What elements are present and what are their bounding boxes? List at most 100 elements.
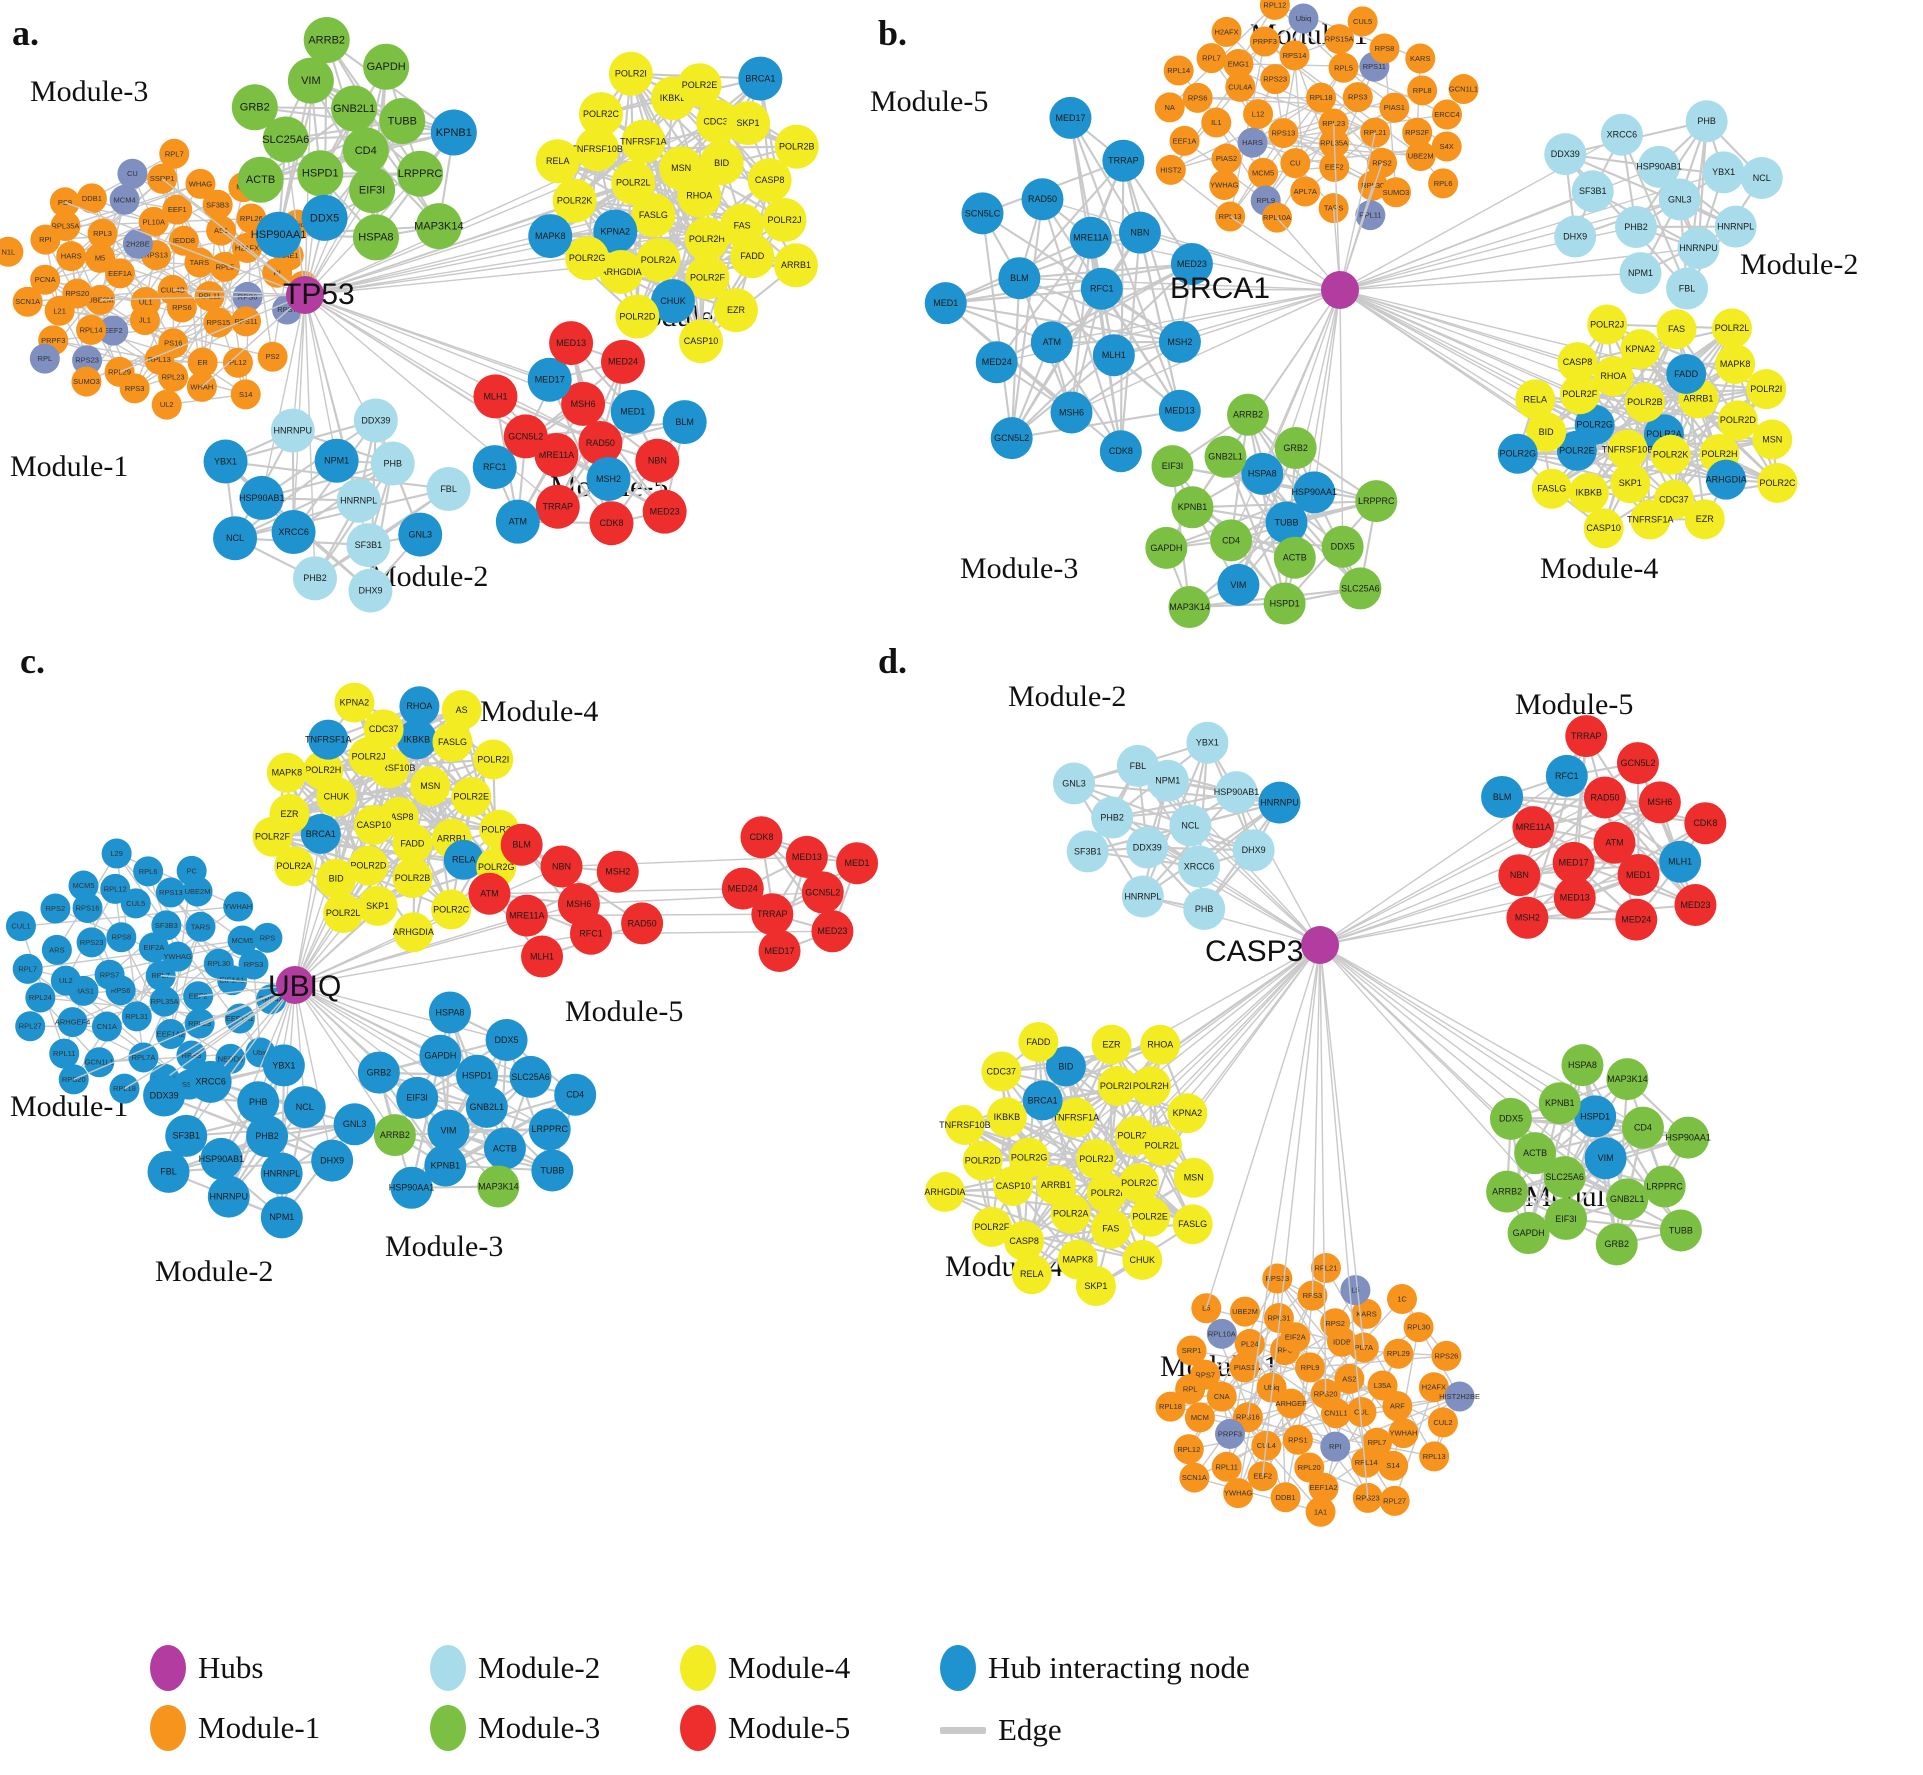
network-node[interactable]: LRPPRC <box>397 150 444 197</box>
network-node[interactable]: BID <box>316 858 357 899</box>
network-node[interactable]: DHX9 <box>311 1139 354 1182</box>
network-node[interactable]: CN1A <box>91 1011 122 1042</box>
network-node[interactable]: BRCA1 <box>1022 1080 1063 1121</box>
network-node[interactable]: MAP3K14 <box>477 1165 520 1208</box>
network-node[interactable]: RPS8 <box>1369 33 1400 64</box>
network-node[interactable]: MLH1 <box>521 935 564 978</box>
network-node[interactable]: IEDD8 <box>168 225 199 256</box>
network-node[interactable]: KPNA2 <box>1620 329 1661 370</box>
network-node[interactable]: MED24 <box>1615 898 1658 941</box>
network-node[interactable]: ARRB2 <box>373 1114 416 1157</box>
network-node[interactable]: APL7A <box>1290 176 1321 207</box>
network-node[interactable]: DDX39 <box>353 398 398 443</box>
network-node[interactable]: PL12 <box>222 347 253 378</box>
network-node[interactable]: RPL13 <box>1419 1441 1450 1472</box>
network-node[interactable]: HSPA8 <box>352 214 399 261</box>
network-node[interactable]: FBL <box>426 467 471 512</box>
network-node[interactable]: POLR2A <box>1050 1193 1091 1234</box>
network-node[interactable]: PHB <box>237 1081 280 1124</box>
network-node[interactable]: RPS15 <box>203 307 234 338</box>
network-node[interactable]: HSPA8 <box>1241 452 1284 495</box>
network-node[interactable]: TUBB <box>379 97 426 144</box>
network-node[interactable]: EEF1A <box>1169 125 1200 156</box>
network-node[interactable]: RPS3 <box>119 373 150 404</box>
network-node[interactable]: CD4 <box>1621 1106 1664 1149</box>
network-node[interactable]: RPL18 <box>109 1073 140 1104</box>
network-node[interactable]: IKBKB <box>986 1097 1027 1138</box>
network-node[interactable]: LRPPRC <box>1355 480 1398 523</box>
network-node[interactable]: DDX39 <box>143 1074 186 1117</box>
network-node[interactable]: FADD <box>730 234 775 279</box>
network-node[interactable]: ARRB2 <box>1227 393 1270 436</box>
network-node[interactable]: MSH2 <box>1506 896 1549 939</box>
network-node[interactable]: RPL14 <box>76 314 107 345</box>
network-node[interactable]: POLR2E <box>1130 1196 1171 1237</box>
network-node[interactable]: ARF <box>1382 1391 1413 1422</box>
network-node[interactable]: RAD50 <box>621 902 664 945</box>
network-node[interactable]: YBX1 <box>203 439 248 484</box>
network-node[interactable]: MSH6 <box>1050 391 1093 434</box>
network-node[interactable]: YBX1 <box>1702 151 1745 194</box>
network-node[interactable]: YBX1 <box>262 1044 305 1087</box>
network-node[interactable]: XRCC6 <box>189 1060 232 1103</box>
network-node[interactable]: POLR2I <box>1746 369 1787 410</box>
network-node[interactable]: ARRB2 <box>303 16 350 63</box>
network-node[interactable]: HSPD1 <box>1263 582 1306 625</box>
network-node[interactable]: CD4 <box>342 127 389 174</box>
network-node[interactable]: L21 <box>44 295 75 326</box>
network-node[interactable]: RPS2 <box>40 893 71 924</box>
network-node[interactable]: ATM <box>468 872 511 915</box>
network-node[interactable]: PC <box>176 855 207 886</box>
network-node[interactable]: SLC25A6 <box>1339 567 1382 610</box>
network-node[interactable]: UL2 <box>151 389 182 420</box>
network-node[interactable]: NCL <box>1740 157 1783 200</box>
network-node[interactable]: POLR2B <box>774 124 819 169</box>
network-node[interactable]: ATM <box>495 499 540 544</box>
network-node[interactable]: MED13 <box>1553 876 1596 919</box>
network-node[interactable]: PHB2 <box>1615 205 1658 248</box>
network-node[interactable]: FADD <box>392 823 433 864</box>
network-node[interactable]: RPL10A <box>1261 202 1292 233</box>
network-node[interactable]: AS <box>441 689 482 730</box>
network-node[interactable]: RPS23 <box>76 927 107 958</box>
network-node[interactable]: GNB2L1 <box>1204 435 1247 478</box>
network-node[interactable]: NPM1 <box>314 438 359 483</box>
network-node[interactable]: CD4 <box>554 1073 597 1116</box>
network-node[interactable]: MSN <box>659 146 704 191</box>
network-node[interactable]: MSN <box>1173 1157 1214 1198</box>
network-node[interactable]: RPL8 <box>1407 75 1438 106</box>
network-node[interactable]: CDK8 <box>1684 802 1727 845</box>
network-node[interactable]: ARRB2 <box>1486 1170 1529 1213</box>
network-node[interactable]: SF3B3 <box>151 910 182 941</box>
network-node[interactable]: POLR2H <box>1130 1066 1171 1107</box>
network-node[interactable]: SCN1A <box>12 286 43 317</box>
network-node[interactable]: NCL <box>1169 804 1212 847</box>
network-node[interactable]: MSH2 <box>1158 320 1201 363</box>
network-node[interactable]: RPL9 <box>1295 1352 1326 1383</box>
network-node[interactable]: POLR2D <box>1717 400 1758 441</box>
network-node[interactable]: HSPD1 <box>297 150 344 197</box>
network-node[interactable]: EZR <box>713 288 758 333</box>
network-node[interactable]: PIAS1 <box>1379 92 1410 123</box>
network-node[interactable]: GRB2 <box>1274 427 1317 470</box>
network-node[interactable]: SF3B1 <box>1571 170 1614 213</box>
network-node[interactable]: YWHAH <box>223 891 254 922</box>
network-node[interactable]: GCN1L1 <box>1448 74 1479 105</box>
network-node[interactable]: MAPK8 <box>266 752 307 793</box>
network-node[interactable]: H2AFX <box>1211 16 1242 47</box>
network-node[interactable]: XRCC6 <box>1600 113 1643 156</box>
network-node[interactable]: CN1L1 <box>1320 1398 1351 1429</box>
network-node[interactable]: YBX1 <box>1186 721 1229 764</box>
network-node[interactable]: DDB1 <box>1270 1482 1301 1513</box>
network-node[interactable]: CUL2 <box>1427 1407 1458 1438</box>
network-node[interactable]: RPS3 <box>1342 82 1373 113</box>
network-node[interactable]: FAS <box>1090 1208 1131 1249</box>
hub-node[interactable] <box>276 966 314 1004</box>
network-node[interactable]: DDX5 <box>485 1019 528 1062</box>
network-node[interactable]: HNRNPU <box>270 408 315 453</box>
network-node[interactable]: MED23 <box>811 910 854 953</box>
network-node[interactable]: RPL27 <box>1379 1485 1410 1516</box>
network-node[interactable]: MED23 <box>1674 883 1717 926</box>
network-node[interactable]: SCN1A <box>1179 1462 1210 1493</box>
network-node[interactable]: L5 <box>1340 1275 1371 1306</box>
